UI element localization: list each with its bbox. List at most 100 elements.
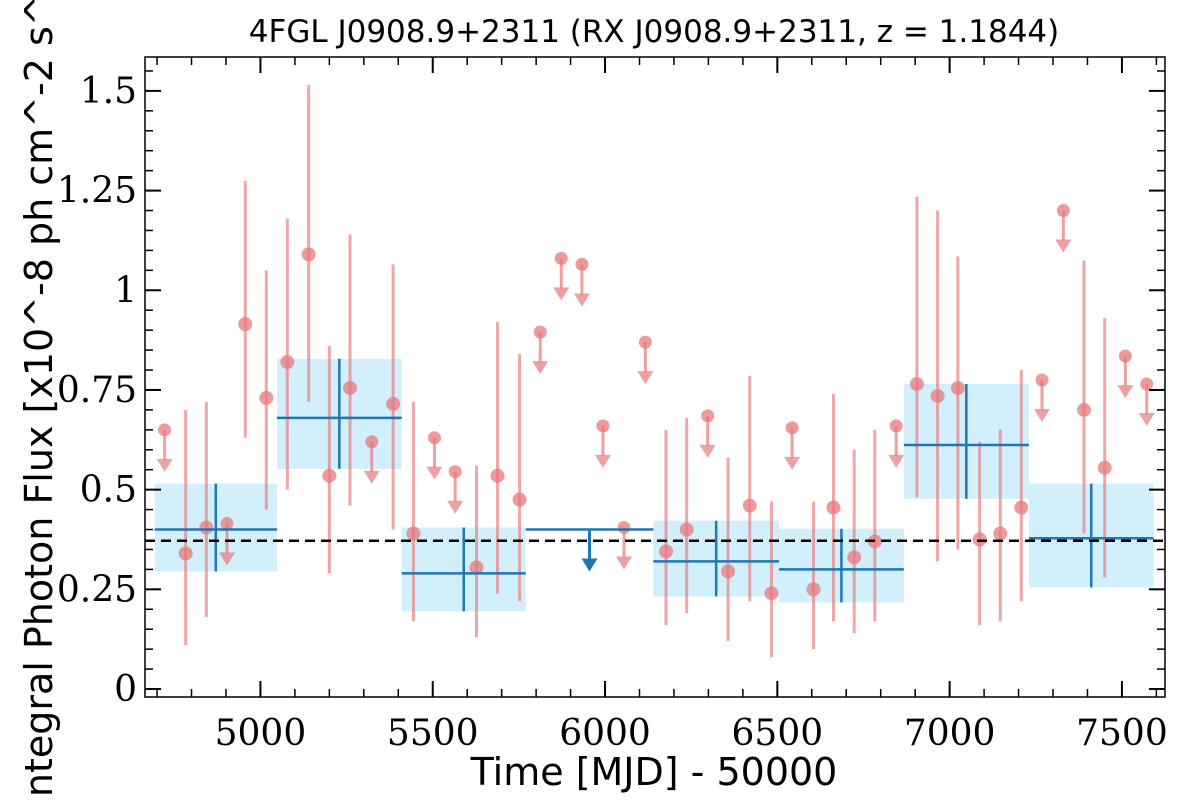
short-bin-upper-limit <box>888 419 905 468</box>
short-bin-upper-limit <box>1138 377 1155 426</box>
short-bin-marker <box>280 355 295 370</box>
upper-limit-arrow-head <box>888 454 905 468</box>
y-tick-label: 0.5 <box>80 470 137 511</box>
short-bin-upper-limit <box>553 251 570 301</box>
long-bin-point <box>1028 483 1154 588</box>
upper-limit-arrow <box>784 427 801 470</box>
short-bin-point <box>679 417 694 614</box>
y-tick-label: 0.75 <box>57 370 137 411</box>
x-axis-title: Time [MJD] - 50000 <box>470 750 838 794</box>
short-bin-marker <box>826 500 841 515</box>
short-bin-point <box>280 218 295 490</box>
upper-limit-arrow-head <box>363 470 380 484</box>
long-bin-upper-limit-arrow <box>581 529 598 572</box>
short-bin-marker <box>343 380 358 395</box>
short-bin-marker <box>1097 460 1112 475</box>
upper-limit-arrow <box>426 437 443 480</box>
upper-limit-arrow-head <box>426 466 443 480</box>
short-bin-marker <box>301 247 316 262</box>
short-bin-upper-limit <box>426 431 443 480</box>
short-bin-point <box>1097 318 1112 578</box>
short-bin-marker <box>950 380 965 395</box>
short-bin-marker <box>847 550 862 565</box>
short-bin-point <box>1077 260 1092 534</box>
long-bin-points <box>154 358 1154 612</box>
short-bin-marker <box>406 526 421 541</box>
short-bin-marker <box>679 522 694 537</box>
short-bin-marker <box>1077 402 1092 417</box>
short-bin-points <box>156 84 1155 658</box>
short-bin-point <box>764 501 779 658</box>
short-bin-upper-limit <box>1033 373 1050 422</box>
short-bin-marker <box>259 390 274 405</box>
axes: 5000 5500 6000 6500 7000 7500 0 0.25 0.5 0.75 1 1.2… <box>57 56 1168 754</box>
y-tick-label: 1.5 <box>80 71 137 112</box>
short-bin-upper-limit <box>699 409 716 458</box>
short-bin-marker <box>909 376 924 391</box>
upper-limit-arrow <box>532 332 549 375</box>
short-bin-marker <box>469 560 484 575</box>
upper-limit-arrow-head <box>699 444 716 458</box>
upper-limit-arrow-head <box>1033 408 1050 422</box>
short-bin-point <box>343 234 358 506</box>
short-bin-upper-limit <box>784 421 801 470</box>
short-bin-upper-limit <box>447 465 464 514</box>
short-bin-marker <box>764 586 779 601</box>
upper-limit-arrow-head <box>784 456 801 470</box>
short-bin-point <box>806 501 821 650</box>
upper-limit-arrow-head <box>615 556 632 570</box>
upper-limit-arrow-head <box>581 558 598 572</box>
short-bin-marker <box>512 492 527 507</box>
upper-limit-arrow-head <box>1055 239 1072 253</box>
upper-limit-arrow <box>573 264 590 307</box>
short-bin-marker <box>742 498 757 513</box>
short-bin-marker <box>238 317 253 332</box>
short-bin-point <box>742 376 757 602</box>
y-tick-label: 1.25 <box>57 171 137 212</box>
short-bin-marker <box>806 582 821 597</box>
x-tick-label: 6000 <box>559 713 651 754</box>
y-tick-label: 1 <box>114 270 137 311</box>
y-tick-label: 0 <box>114 669 137 710</box>
upper-limit-arrow <box>1138 383 1155 426</box>
short-bin-point <box>950 256 965 550</box>
short-bin-marker <box>386 396 401 411</box>
upper-limit-arrow <box>1055 210 1072 253</box>
y-tick-label: 0.25 <box>57 569 137 610</box>
short-bin-upper-limit <box>156 423 173 472</box>
short-bin-point <box>909 196 924 498</box>
short-bin-point <box>930 210 945 562</box>
long-bin-point <box>903 383 1029 499</box>
upper-limit-arrow <box>888 425 905 468</box>
short-bin-upper-limit <box>637 335 654 385</box>
upper-limit-arrow-head <box>156 458 173 472</box>
x-tick-label: 7000 <box>904 713 996 754</box>
x-tick-label: 6500 <box>732 713 824 754</box>
short-bin-upper-limit <box>594 419 611 468</box>
x-tick-label: 5500 <box>387 713 479 754</box>
upper-limit-arrow-head <box>553 287 570 301</box>
upper-limit-arrow <box>447 471 464 514</box>
short-bin-point <box>406 401 421 622</box>
x-tick-label: 7500 <box>1076 713 1168 754</box>
short-bin-point <box>199 401 214 618</box>
upper-limit-arrow-head <box>594 454 611 468</box>
short-bin-upper-limit <box>615 521 632 570</box>
short-bin-point <box>721 457 736 642</box>
upper-limit-arrow-head <box>1117 385 1134 399</box>
upper-limit-arrow-head <box>532 361 549 375</box>
short-bin-point <box>178 409 193 646</box>
short-bin-marker <box>930 388 945 403</box>
short-bin-point <box>1014 370 1029 602</box>
x-tick-label: 5000 <box>215 713 307 754</box>
short-bin-point <box>826 393 841 622</box>
plot-frame <box>144 56 1166 698</box>
y-axis-title: Integral Photon Flux [x10^-8 ph cm^-2 s^… <box>17 0 61 800</box>
short-bin-marker <box>178 546 193 561</box>
short-bin-marker <box>199 520 214 535</box>
short-bin-marker <box>993 526 1008 541</box>
short-bin-point <box>238 180 253 438</box>
short-bin-marker <box>490 468 505 483</box>
